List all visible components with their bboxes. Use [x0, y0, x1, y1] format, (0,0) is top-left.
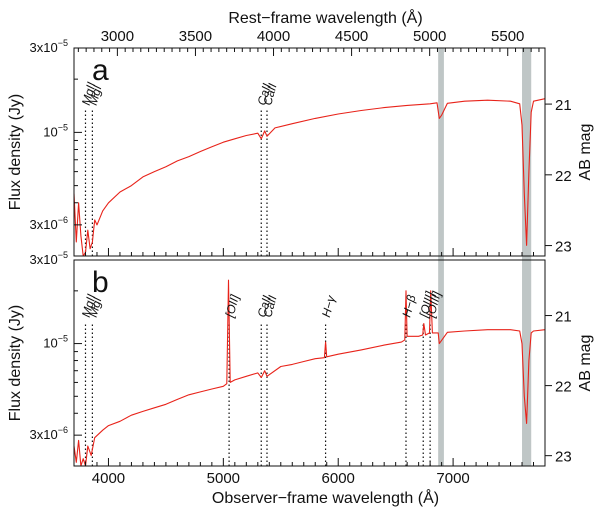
ytick-label-b-1: 10−5 — [43, 334, 68, 351]
spectrum-b — [73, 279, 546, 467]
line-label-b-6: H−β — [399, 293, 418, 319]
panel-label-a: a — [92, 54, 109, 87]
spectrum-series-layer — [73, 98, 546, 467]
top-axis-title: Rest−frame wavelength (Å) — [228, 8, 422, 27]
telluric-band-2 — [522, 48, 532, 466]
line-label-b-5: H−γ — [319, 293, 338, 319]
right-axis-title-1: AB mag — [577, 335, 594, 392]
panel-a-frame — [73, 47, 546, 257]
mag-tick-label-a-1: 21 — [555, 97, 572, 114]
mag-tick-label-a-2: 22 — [555, 168, 572, 185]
spectral-line-markers-layer — [84, 110, 431, 466]
line-label-b-7: [OIII] — [416, 289, 437, 319]
ytick-label-a-1: 10−5 — [43, 122, 68, 139]
ytick-exp: −6 — [58, 425, 68, 435]
left-axis-title-1: Flux density (Jy) — [7, 305, 24, 421]
line-label-a-3: CaII — [260, 81, 279, 107]
left-axis-title-0: Flux density (Jy) — [7, 94, 24, 210]
panel-label-b: b — [92, 266, 109, 299]
ytick-exp: −5 — [58, 250, 68, 260]
right-axis-title-0: AB mag — [577, 124, 594, 181]
axes-layer — [73, 47, 552, 467]
telluric-bands-layer — [438, 48, 532, 466]
mag-tick-label-b-1: 21 — [555, 309, 572, 326]
line-label-a-0: MgII — [79, 80, 99, 107]
ytick-exp: −6 — [58, 215, 68, 225]
panel-b-frame — [73, 259, 546, 467]
top-tick-label-0: 3000 — [101, 28, 134, 45]
ytick-exp: −5 — [58, 122, 68, 132]
line-label-b-1: MgI — [86, 295, 105, 319]
line-label-b-3: CaII — [255, 293, 274, 319]
top-tick-label-3: 4500 — [335, 28, 368, 45]
ytick-exp: −5 — [58, 334, 68, 344]
ytick-label-b-2: 3x10−5 — [30, 250, 68, 267]
ytick-exp: −5 — [58, 38, 68, 48]
line-label-b-4: CaII — [260, 293, 279, 319]
xtick-label-3: 7000 — [436, 470, 469, 487]
xtick-label-0: 4000 — [92, 470, 125, 487]
spectrum-a — [73, 98, 546, 257]
x-axis-title: Observer−frame wavelength (Å) — [212, 488, 439, 507]
xtick-label-1: 5000 — [207, 470, 240, 487]
ytick-label-a-2: 3x10−5 — [30, 38, 68, 55]
top-tick-label-1: 3500 — [179, 28, 212, 45]
line-label-b-0: MgII — [79, 292, 99, 319]
line-label-a-1: MgI — [86, 83, 105, 107]
top-tick-label-4: 5000 — [413, 28, 446, 45]
top-tick-label-2: 4000 — [257, 28, 290, 45]
mag-tick-label-b-2: 22 — [555, 379, 572, 396]
telluric-band-1 — [438, 48, 444, 466]
line-label-b-8: [OIII] — [423, 289, 444, 319]
top-tick-label-5: 5500 — [491, 28, 524, 45]
ytick-label-a-0: 3x10−6 — [30, 215, 68, 232]
xtick-label-2: 6000 — [322, 470, 355, 487]
ytick-label-b-0: 3x10−6 — [30, 425, 68, 442]
mag-tick-label-b-3: 23 — [555, 449, 572, 466]
line-label-a-2: CaII — [255, 81, 274, 107]
line-label-b-2: [OII] — [222, 293, 242, 320]
mag-tick-label-a-3: 23 — [555, 239, 572, 256]
